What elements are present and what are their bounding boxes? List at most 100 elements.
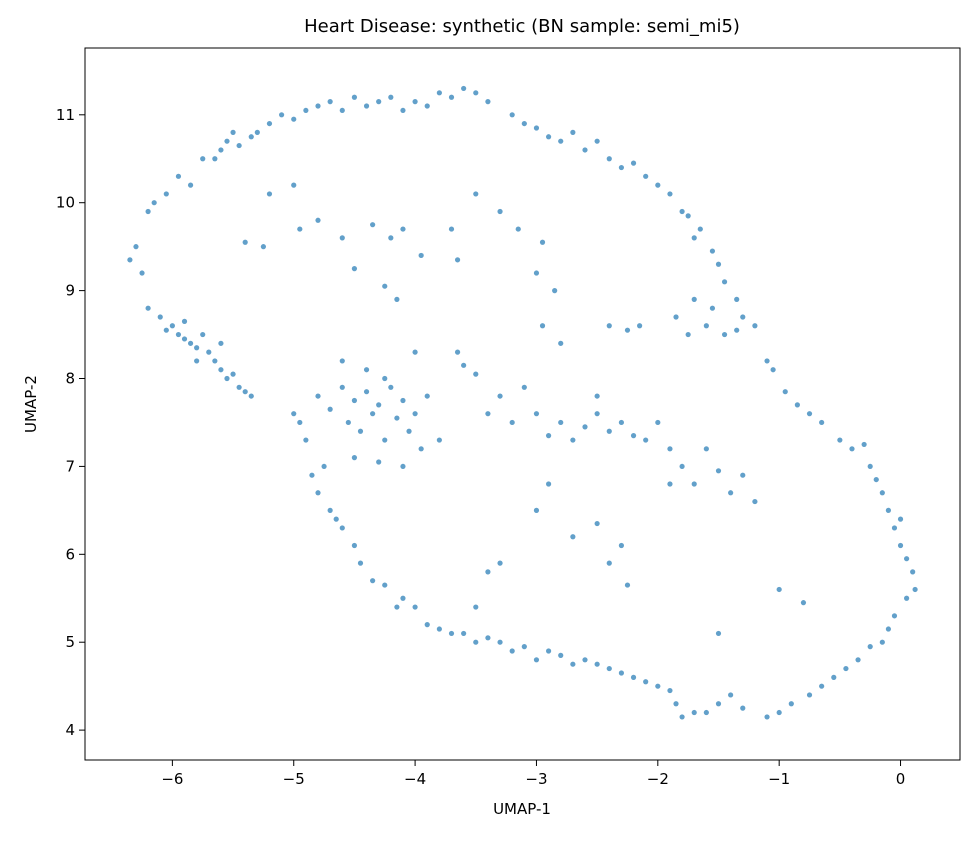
point: [800, 600, 807, 606]
point: [242, 389, 248, 395]
point: [212, 156, 218, 162]
point: [357, 560, 364, 566]
point: [485, 635, 491, 641]
point: [181, 318, 188, 324]
point: [637, 323, 643, 329]
point: [891, 613, 898, 619]
point: [703, 446, 709, 452]
point: [539, 323, 546, 329]
point: [339, 107, 345, 114]
point: [351, 266, 358, 272]
point: [849, 446, 855, 452]
point: [351, 542, 358, 549]
point: [782, 389, 788, 395]
point: [139, 270, 145, 276]
point: [904, 595, 910, 601]
point: [570, 129, 576, 135]
point: [181, 336, 188, 342]
point: [394, 296, 400, 302]
point: [618, 542, 625, 549]
point: [473, 90, 479, 96]
point: [806, 692, 813, 698]
point: [679, 714, 685, 720]
point: [473, 639, 479, 645]
point: [673, 701, 679, 707]
point: [533, 125, 540, 131]
point: [339, 525, 345, 531]
y-tick-label: 4: [65, 721, 75, 739]
x-tick-label: 0: [896, 770, 906, 788]
point: [473, 191, 479, 197]
point: [461, 85, 467, 92]
point: [891, 525, 898, 531]
point: [248, 134, 254, 140]
point: [624, 327, 631, 333]
point: [345, 419, 351, 426]
x-tick-label: −2: [647, 770, 669, 788]
point: [912, 586, 918, 593]
point: [254, 129, 260, 135]
point: [382, 437, 388, 443]
point: [363, 389, 370, 395]
point: [169, 323, 175, 329]
point: [691, 235, 697, 241]
point: [279, 112, 285, 118]
point: [715, 630, 722, 637]
point: [461, 630, 467, 637]
point: [394, 604, 400, 610]
point: [315, 490, 321, 496]
point: [667, 191, 673, 197]
point: [291, 116, 297, 122]
point: [734, 296, 740, 302]
point: [764, 714, 770, 720]
point: [776, 709, 782, 716]
point: [351, 397, 358, 404]
point: [497, 208, 503, 215]
point: [885, 626, 891, 632]
point: [406, 428, 412, 434]
point: [558, 652, 564, 658]
x-tick-label: −3: [525, 770, 547, 788]
point: [879, 490, 885, 496]
point: [521, 384, 527, 390]
point: [175, 331, 182, 338]
point: [685, 213, 691, 219]
point: [879, 639, 885, 645]
point: [418, 252, 424, 259]
point: [861, 441, 867, 448]
point: [764, 358, 770, 364]
point: [643, 679, 649, 685]
point: [485, 569, 491, 575]
point: [515, 226, 521, 232]
point: [582, 147, 588, 153]
point: [266, 120, 273, 127]
point: [618, 164, 625, 171]
point: [315, 217, 321, 223]
point: [709, 305, 716, 311]
point: [570, 661, 576, 667]
point: [594, 661, 600, 667]
point: [327, 99, 333, 105]
y-tick-label: 6: [65, 545, 75, 563]
point: [606, 665, 612, 672]
point: [630, 674, 637, 680]
point: [521, 644, 527, 650]
point: [303, 107, 309, 114]
point: [315, 103, 321, 109]
point: [691, 296, 697, 302]
point: [770, 367, 776, 373]
point: [497, 393, 503, 399]
point: [897, 516, 904, 522]
point: [448, 226, 455, 232]
point: [728, 490, 734, 496]
point: [643, 173, 649, 179]
point: [691, 709, 697, 716]
point: [497, 639, 503, 645]
point: [910, 569, 916, 575]
point: [558, 340, 564, 346]
point: [740, 314, 746, 320]
point: [843, 665, 849, 672]
point: [351, 94, 358, 100]
point: [606, 323, 612, 329]
